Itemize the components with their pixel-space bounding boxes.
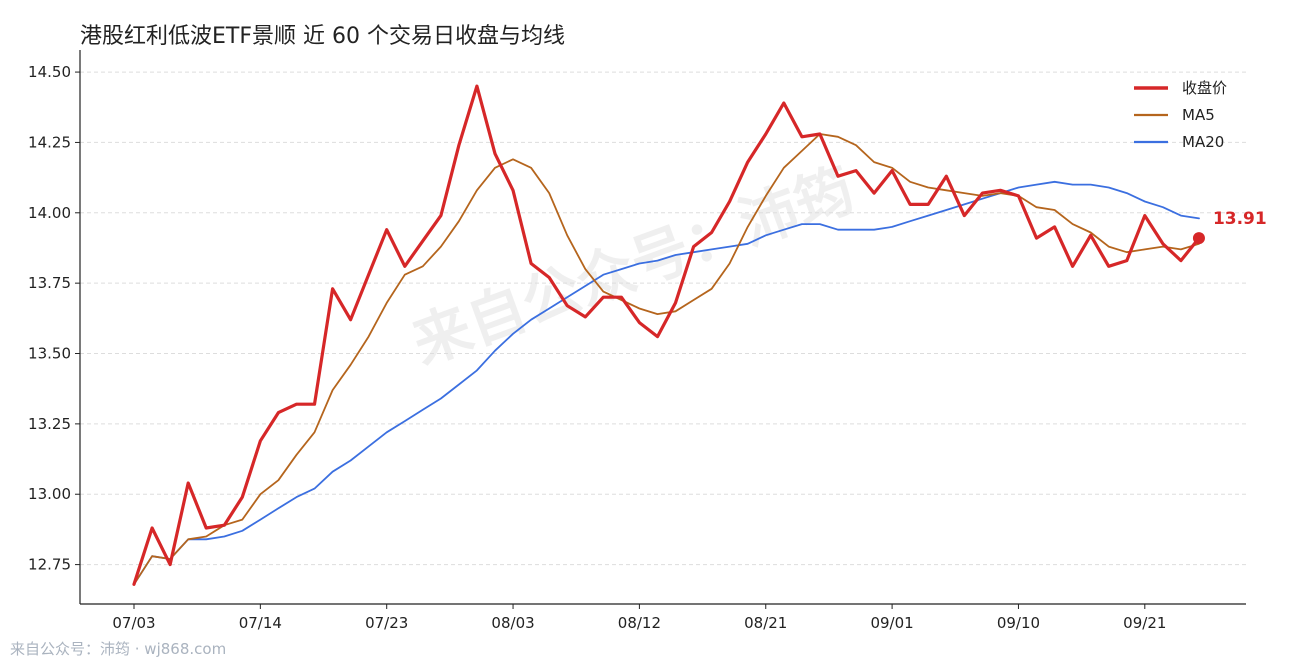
legend-label: 收盘价	[1182, 79, 1227, 97]
x-tick-label: 07/14	[239, 614, 282, 632]
axes: 12.75 13.00 13.25 13.50 13.75 14.00 14.25 14.50…	[28, 50, 1246, 632]
y-tick-label: 12.75	[28, 556, 71, 574]
x-tick-label: 08/03	[491, 614, 534, 632]
y-tick-label: 13.75	[28, 274, 71, 292]
y-tick-label: 14.25	[28, 133, 71, 151]
x-tick-label: 08/21	[744, 614, 787, 632]
footer-credit: 来自公众号：沛筠 · wj868.com	[10, 640, 227, 658]
x-tick-label: 07/23	[365, 614, 408, 632]
y-tick-label: 14.00	[28, 204, 71, 222]
x-tick-label: 09/21	[1123, 614, 1166, 632]
legend-label: MA20	[1182, 133, 1224, 151]
x-tick-label: 09/10	[997, 614, 1040, 632]
legend-label: MA5	[1182, 106, 1215, 124]
y-tick-label: 13.25	[28, 415, 71, 433]
y-tick-label: 14.50	[28, 63, 71, 81]
chart-title: 港股红利低波ETF景顺 近 60 个交易日收盘与均线	[80, 24, 565, 49]
last-close-label: 13.91	[1213, 209, 1267, 229]
series-lines: 13.91	[132, 84, 1267, 586]
y-tick-label: 13.00	[28, 485, 71, 503]
ma20-line	[133, 180, 1200, 586]
grid-lines	[80, 71, 1246, 566]
x-tick-label: 07/03	[112, 614, 155, 632]
legend: 收盘价 MA5 MA20	[1134, 79, 1227, 151]
x-tick-label: 09/01	[870, 614, 913, 632]
x-tick-label: 08/12	[618, 614, 661, 632]
close-price-line	[132, 84, 1201, 586]
ma5-line	[133, 133, 1200, 586]
last-close-point	[1192, 232, 1205, 245]
y-tick-label: 13.50	[28, 345, 71, 363]
